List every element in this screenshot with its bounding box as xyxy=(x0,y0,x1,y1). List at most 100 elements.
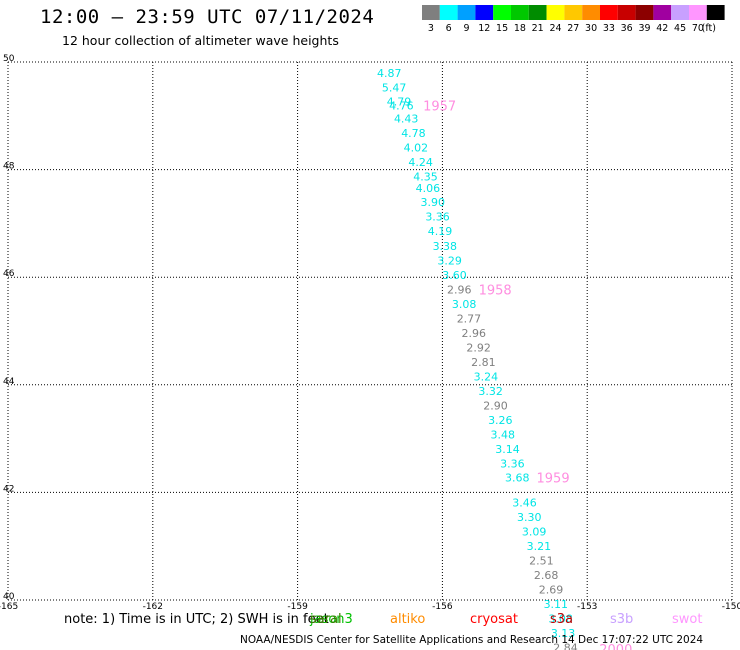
wave-height-label: 3.08 xyxy=(452,298,477,311)
wave-height-label: 4.87 xyxy=(377,67,402,80)
legend-swatch xyxy=(635,5,654,20)
pass-time-labels: 1957 1958 1959 2000 xyxy=(423,99,632,650)
legend-label: 42 xyxy=(656,23,668,34)
satellite-swot: swot xyxy=(672,612,703,627)
x-tick-label: -165 xyxy=(0,602,18,612)
axis-ticks: -165 -162 -159 -156 -153 -150 40 42 44 46 48 50 xyxy=(0,54,740,612)
satellite-s3b: s3b xyxy=(610,612,634,627)
pass-time-label: 1958 xyxy=(479,283,512,298)
chart-grid xyxy=(7,61,733,601)
wave-height-points: 4.87 5.474.794.764.43 4.784.02 4.244.354.06… xyxy=(377,67,578,650)
wave-height-label: 3.29 xyxy=(437,254,462,267)
y-tick-label: 40 xyxy=(3,592,15,602)
legend-label: 3 xyxy=(428,23,434,34)
legend-label: 12 xyxy=(478,23,490,34)
chart-title: 12:00 – 23:59 UTC 07/11/2024 xyxy=(40,6,375,28)
wave-height-label: 3.08 xyxy=(548,613,573,626)
x-tick-label: -159 xyxy=(287,602,308,612)
wave-height-label: 3.13 xyxy=(551,627,576,640)
wave-height-label: 2.68 xyxy=(534,569,559,582)
legend-swatch xyxy=(475,5,494,20)
wave-height-label: 3.14 xyxy=(495,443,520,456)
wave-height-label: 4.43 xyxy=(394,112,419,125)
wave-height-label: 3.30 xyxy=(517,511,542,524)
wave-height-label: 2.81 xyxy=(471,356,496,369)
wave-height-label: 2.96 xyxy=(447,283,472,296)
wave-height-label: 2.96 xyxy=(462,327,487,340)
satellite-altiko: altiko xyxy=(390,612,426,627)
satellite-saral: saral xyxy=(310,612,342,627)
wave-height-label: 2.51 xyxy=(529,554,554,567)
legend-swatch xyxy=(422,5,440,20)
legend-label: 30 xyxy=(585,23,597,34)
wave-height-label: 3.60 xyxy=(442,269,467,282)
pass-time-label: 1957 xyxy=(423,99,456,114)
wave-height-label: 4.06 xyxy=(416,182,441,195)
wave-height-label: 3.21 xyxy=(527,540,552,553)
legend-swatch xyxy=(511,5,529,20)
wave-height-label: 2.69 xyxy=(539,584,564,597)
wave-height-label: 4.76 xyxy=(389,99,414,112)
pass-time-label: 1959 xyxy=(537,472,570,487)
legend-label: 36 xyxy=(621,23,633,34)
legend-label: 18 xyxy=(514,23,526,34)
legend-label: 15 xyxy=(496,23,508,34)
legend-label: 33 xyxy=(603,23,615,34)
legend-swatch xyxy=(457,5,476,20)
wave-height-label: 4.19 xyxy=(428,225,453,238)
wave-height-label: 3.09 xyxy=(522,525,547,538)
legend-label: 45 xyxy=(674,23,686,34)
legend-label: 39 xyxy=(638,23,650,34)
legend-swatch xyxy=(546,5,565,20)
wave-height-label: 3.38 xyxy=(433,240,458,253)
wave-height-label: 4.35 xyxy=(413,170,438,183)
legend-swatch xyxy=(653,5,672,20)
wave-height-label: 3.24 xyxy=(474,370,499,383)
satellite-s3a: s3a xyxy=(550,612,574,627)
wave-height-label: 3.26 xyxy=(488,414,513,427)
wave-height-label: 3.36 xyxy=(425,211,450,224)
satellite-jason3: jason3 xyxy=(310,612,353,627)
legend-label: 70 xyxy=(692,23,704,34)
pass-time-label: 2000 xyxy=(599,643,632,650)
footer-credit: NOAA/NESDIS Center for Satellite Applica… xyxy=(240,634,704,646)
x-tick-label: -150 xyxy=(722,602,740,612)
wave-height-label: 2.77 xyxy=(457,312,482,325)
legend-swatch xyxy=(706,5,725,20)
wave-height-label: 2.84 xyxy=(553,642,578,650)
y-tick-label: 46 xyxy=(3,269,15,279)
y-tick-label: 50 xyxy=(3,54,15,64)
wave-height-label: 4.78 xyxy=(401,127,426,140)
legend-swatch xyxy=(600,5,618,20)
wave-height-label: 2.92 xyxy=(466,341,491,354)
legend-label: 24 xyxy=(549,23,561,34)
wave-height-label: 4.24 xyxy=(408,156,433,169)
legend-label: 21 xyxy=(532,23,544,34)
legend-swatch xyxy=(528,5,547,20)
note-text: note: 1) Time is in UTC; 2) SWH is in fe… xyxy=(64,612,329,627)
legend-label: 6 xyxy=(446,23,452,34)
x-tick-label: -156 xyxy=(432,602,453,612)
wave-height-label: 2.90 xyxy=(483,400,508,413)
wave-height-label: 5.47 xyxy=(382,82,407,95)
legend-swatch xyxy=(564,5,583,20)
legend-swatch xyxy=(493,5,511,20)
legend-swatch xyxy=(439,5,458,20)
wave-height-label: 3.48 xyxy=(490,429,515,442)
y-tick-label: 48 xyxy=(3,162,15,172)
wave-height-label: 3.32 xyxy=(478,385,503,398)
legend-swatch xyxy=(671,5,689,20)
legend-swatch xyxy=(617,5,636,20)
legend-swatch xyxy=(582,5,600,20)
legend-label: 9 xyxy=(463,23,469,34)
legend-unit: (ft) xyxy=(702,23,716,34)
satellite-cryosat: cryosat xyxy=(470,612,518,627)
y-tick-label: 42 xyxy=(3,484,14,494)
y-tick-label: 44 xyxy=(3,377,15,387)
wave-height-label: 4.79 xyxy=(387,96,412,109)
x-tick-label: -153 xyxy=(577,602,597,612)
wave-height-label: 3.36 xyxy=(500,458,525,471)
wave-height-label: 3.90 xyxy=(420,196,445,209)
legend-label: 27 xyxy=(567,23,579,34)
